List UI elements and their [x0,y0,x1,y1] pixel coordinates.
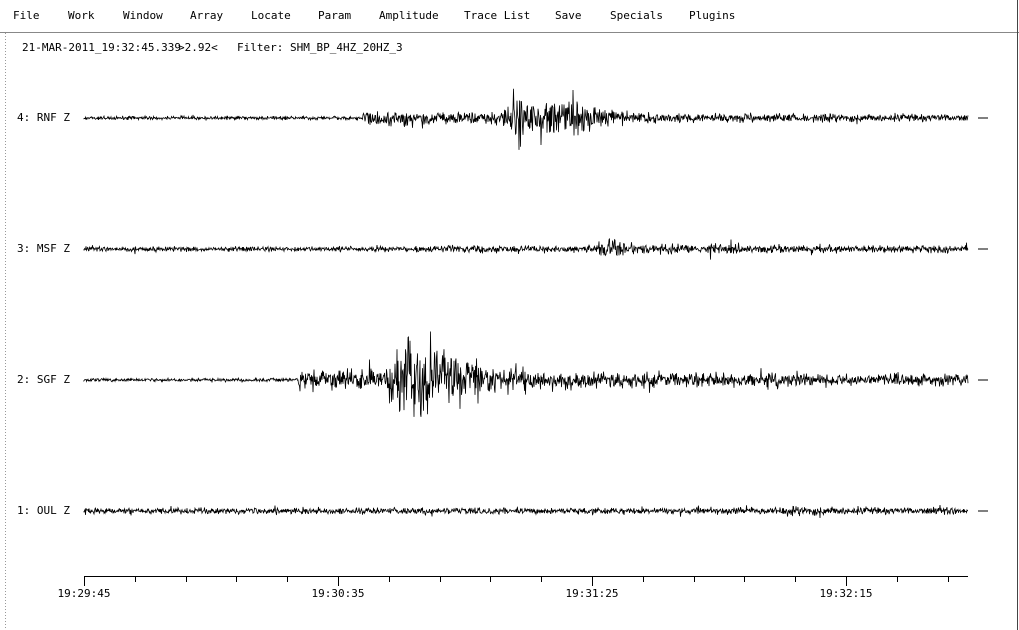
time-axis: 19:29:45 19:30:35 19:31:25 19:32:15 [58,576,968,600]
time-label: 19:31:25 [566,587,619,600]
menu-item[interactable]: Param [318,9,351,22]
waveform [83,331,969,417]
time-label: 19:32:15 [820,587,873,600]
waveform [83,238,969,260]
traces: 4: RNF Z 3: MSF Z 2: SGF Z 1: OUL Z [17,88,988,519]
time-label: 19:30:35 [312,587,365,600]
waveform [83,88,969,150]
menu-item[interactable]: File [13,9,40,22]
menu-bar: File Work Window Array Locate Param Amplitude T… [13,9,735,22]
time-label: 19:29:45 [58,587,111,600]
menu-item[interactable]: Work [68,9,95,22]
trace-label: 4: RNF Z [17,111,70,124]
trace-label: 2: SGF Z [17,373,70,386]
menu-item[interactable]: Locate [251,9,291,22]
menu-item[interactable]: Trace List [464,9,530,22]
header-filter: Filter: SHM_BP_4HZ_20HZ_3 [237,41,403,54]
menu-item[interactable]: Amplitude [379,9,439,22]
header-time: 21-MAR-2011_19:32:45.339 [22,41,181,54]
menu-item[interactable]: Window [123,9,163,22]
menu-item[interactable]: Plugins [689,9,735,22]
trace-label: 3: MSF Z [17,242,70,255]
header-ratio: >2.92< [178,41,218,54]
menu-item[interactable]: Save [555,9,582,22]
menu-item[interactable]: Specials [610,9,663,22]
trace-label: 1: OUL Z [17,504,70,517]
menu-item[interactable]: Array [190,9,223,22]
waveform [83,505,968,519]
